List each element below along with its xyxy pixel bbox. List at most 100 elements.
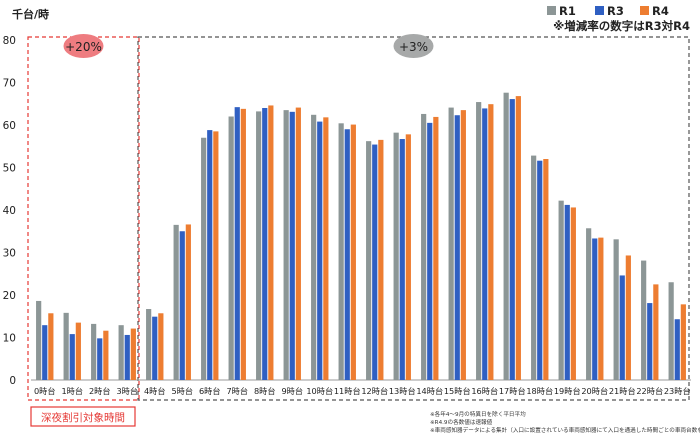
x-tick-label-23: 23時台 — [664, 386, 691, 396]
region-caption: 深夜割引対象時間 — [41, 411, 125, 424]
bar-R1-22 — [641, 260, 647, 380]
bar-R4-20 — [598, 237, 604, 380]
bar-R3-10 — [317, 121, 323, 380]
bar-R4-17 — [515, 96, 521, 380]
bar-R4-3 — [130, 328, 136, 380]
region-box-1 — [137, 36, 690, 401]
bar-R3-18 — [537, 160, 543, 380]
bar-R3-14 — [427, 122, 433, 380]
bar-R4-8 — [268, 105, 274, 380]
bar-R3-4 — [152, 316, 158, 380]
legend-label-R4: R4 — [652, 4, 669, 18]
x-tick-label-20: 20時台 — [581, 386, 608, 396]
bar-R3-7 — [234, 107, 240, 381]
x-tick-label-0: 0時台 — [34, 386, 56, 396]
bar-R3-16 — [482, 108, 488, 381]
footnote-3: ※車両感知器データによる集計（入口に設置されている車両感知器にて入口を通過した時… — [430, 428, 700, 434]
y-tick-label-0: 0 — [9, 375, 16, 387]
x-tick-label-12: 12時台 — [361, 386, 388, 396]
x-tick-label-2: 2時台 — [89, 386, 111, 396]
bar-R3-20 — [592, 238, 598, 380]
bar-R1-5 — [173, 224, 179, 380]
regions: +20% +3% — [27, 34, 690, 401]
x-tick-label-19: 19時台 — [554, 386, 581, 396]
bar-R1-13 — [393, 132, 399, 380]
region-bubble-1 — [393, 34, 434, 58]
bar-R3-23 — [674, 319, 680, 380]
legend-label-R1: R1 — [559, 4, 576, 18]
bar-R4-21 — [625, 255, 631, 380]
bar-R3-0 — [42, 325, 48, 380]
region-bubble-0 — [63, 34, 104, 58]
x-tick-label-11: 11時台 — [334, 386, 361, 396]
x-tick-label-16: 16時台 — [471, 386, 498, 396]
legend-label-R3: R3 — [607, 4, 624, 18]
bar-R1-23 — [668, 282, 674, 380]
x-tick-label-6: 6時台 — [199, 386, 221, 396]
x-tick-label-10: 10時台 — [306, 386, 333, 396]
x-tick-label-3: 3時台 — [116, 386, 138, 396]
bar-R1-16 — [476, 102, 482, 381]
bar-R1-7 — [228, 116, 234, 380]
y-axis-label: 千台/時 — [12, 7, 49, 21]
bar-R3-1 — [69, 334, 75, 380]
bar-R3-9 — [289, 111, 295, 380]
bar-R3-8 — [262, 108, 268, 380]
bar-R1-2 — [91, 323, 97, 380]
x-tick-label-1: 1時台 — [61, 386, 83, 396]
bar-R1-11 — [338, 123, 344, 381]
bar-R4-19 — [570, 207, 576, 380]
bar-R4-9 — [295, 107, 301, 380]
bar-R1-1 — [63, 312, 69, 380]
y-tick-label-6: 60 — [3, 120, 16, 132]
bar-R1-15 — [448, 107, 454, 380]
y-axis: 0 10 20 30 40 50 60 70 80 — [3, 35, 691, 387]
bar-R3-21 — [619, 275, 625, 380]
bar-R1-19 — [558, 200, 564, 380]
bar-R3-6 — [207, 130, 213, 380]
bar-R1-6 — [201, 137, 207, 380]
y-tick-label-1: 10 — [3, 333, 16, 345]
bar-R4-2 — [103, 330, 109, 380]
bar-R1-9 — [283, 110, 289, 380]
bar-R3-19 — [564, 204, 570, 380]
bar-R4-6 — [213, 131, 219, 380]
bar-R1-3 — [118, 325, 124, 380]
y-tick-label-3: 30 — [3, 248, 16, 260]
x-tick-label-15: 15時台 — [444, 386, 471, 396]
bar-R3-22 — [647, 303, 653, 380]
bar-R1-4 — [146, 309, 152, 380]
footnote-2: ※R4.9の各数値は速報値 — [430, 420, 493, 426]
bar-R1-14 — [421, 113, 427, 380]
bar-R4-0 — [48, 313, 54, 380]
bar-R4-15 — [460, 110, 466, 380]
bar-R4-12 — [378, 139, 384, 380]
x-axis: 0時台 1時台 2時台 3時台 4時台 5時台 6時台 7時台 8時台 9時台 10時台 11時台 12… — [34, 386, 691, 396]
bar-R4-13 — [405, 134, 411, 380]
bar-R4-4 — [158, 313, 164, 380]
legend: R1 R3 R4 — [547, 4, 669, 18]
x-tick-label-13: 13時台 — [389, 386, 416, 396]
y-tick-label-4: 40 — [3, 205, 16, 217]
bars — [36, 92, 686, 381]
x-tick-label-22: 22時台 — [636, 386, 663, 396]
bar-R4-18 — [543, 159, 549, 380]
x-tick-label-5: 5時台 — [171, 386, 193, 396]
bar-R1-12 — [366, 141, 372, 380]
bar-R1-17 — [503, 92, 509, 380]
bar-R3-5 — [179, 231, 185, 380]
bar-R3-12 — [372, 144, 378, 380]
y-tick-label-5: 50 — [3, 163, 16, 175]
bar-R4-1 — [75, 322, 81, 380]
footnote-1: ※各年4～9月の特異日を除く平日平均 — [430, 412, 526, 418]
bar-R3-2 — [97, 338, 103, 380]
bar-R1-21 — [613, 239, 619, 380]
bar-R4-14 — [433, 116, 439, 381]
region-box-0 — [27, 36, 140, 401]
x-tick-label-14: 14時台 — [416, 386, 443, 396]
bar-R3-11 — [344, 129, 350, 380]
x-tick-label-21: 21時台 — [609, 386, 636, 396]
legend-swatch-R1 — [547, 6, 556, 15]
bar-R1-18 — [531, 155, 537, 380]
